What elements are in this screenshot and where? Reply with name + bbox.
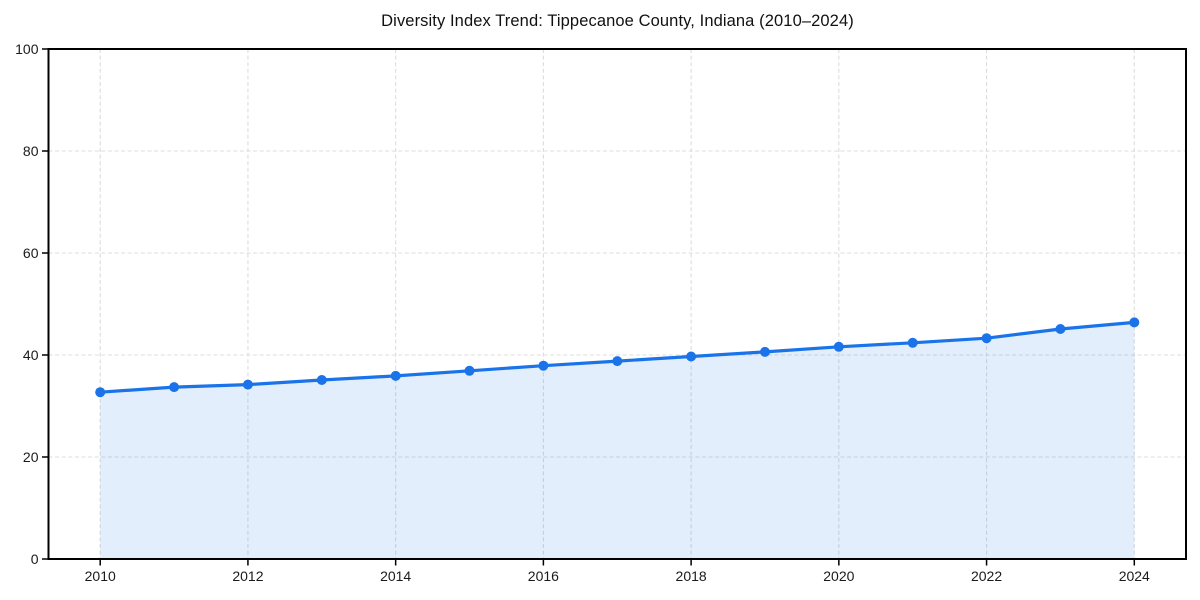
y-tick-label: 100: [15, 41, 39, 57]
axes-box: [47, 48, 1187, 560]
data-point-marker: [1129, 317, 1140, 328]
x-tick-label: 2020: [823, 568, 854, 584]
data-point-marker: [316, 375, 327, 385]
data-point-marker: [1055, 324, 1066, 334]
chart-title: Diversity Index Trend: Tippecanoe County…: [381, 12, 854, 30]
x-tick-label: 2022: [971, 568, 1002, 584]
data-point-marker: [760, 346, 770, 357]
y-tick-label: 40: [23, 347, 39, 363]
data-point-marker: [686, 351, 697, 362]
data-point-marker: [981, 333, 992, 344]
x-tick-label: 2018: [676, 568, 707, 584]
x-tick-label: 2012: [232, 568, 263, 584]
data-point-marker: [390, 370, 401, 381]
y-tick-label: 0: [31, 551, 39, 567]
y-tick-label: 60: [23, 245, 39, 261]
data-point-marker: [464, 365, 475, 376]
data-point-marker: [907, 337, 918, 348]
x-tick-label: 2016: [528, 568, 559, 584]
data-point-marker: [169, 382, 180, 393]
y-tick-label: 80: [23, 143, 39, 159]
data-point-marker: [95, 387, 106, 398]
data-point-marker: [242, 379, 253, 390]
data-point-marker: [833, 341, 844, 352]
data-point-marker: [538, 360, 549, 371]
x-tick-label: 2010: [85, 568, 116, 584]
data-point-marker: [612, 356, 623, 367]
y-tick-label: 20: [23, 449, 39, 465]
area-fill: [100, 322, 1135, 559]
x-tick-label: 2014: [380, 568, 411, 584]
x-tick-label: 2024: [1119, 568, 1150, 584]
